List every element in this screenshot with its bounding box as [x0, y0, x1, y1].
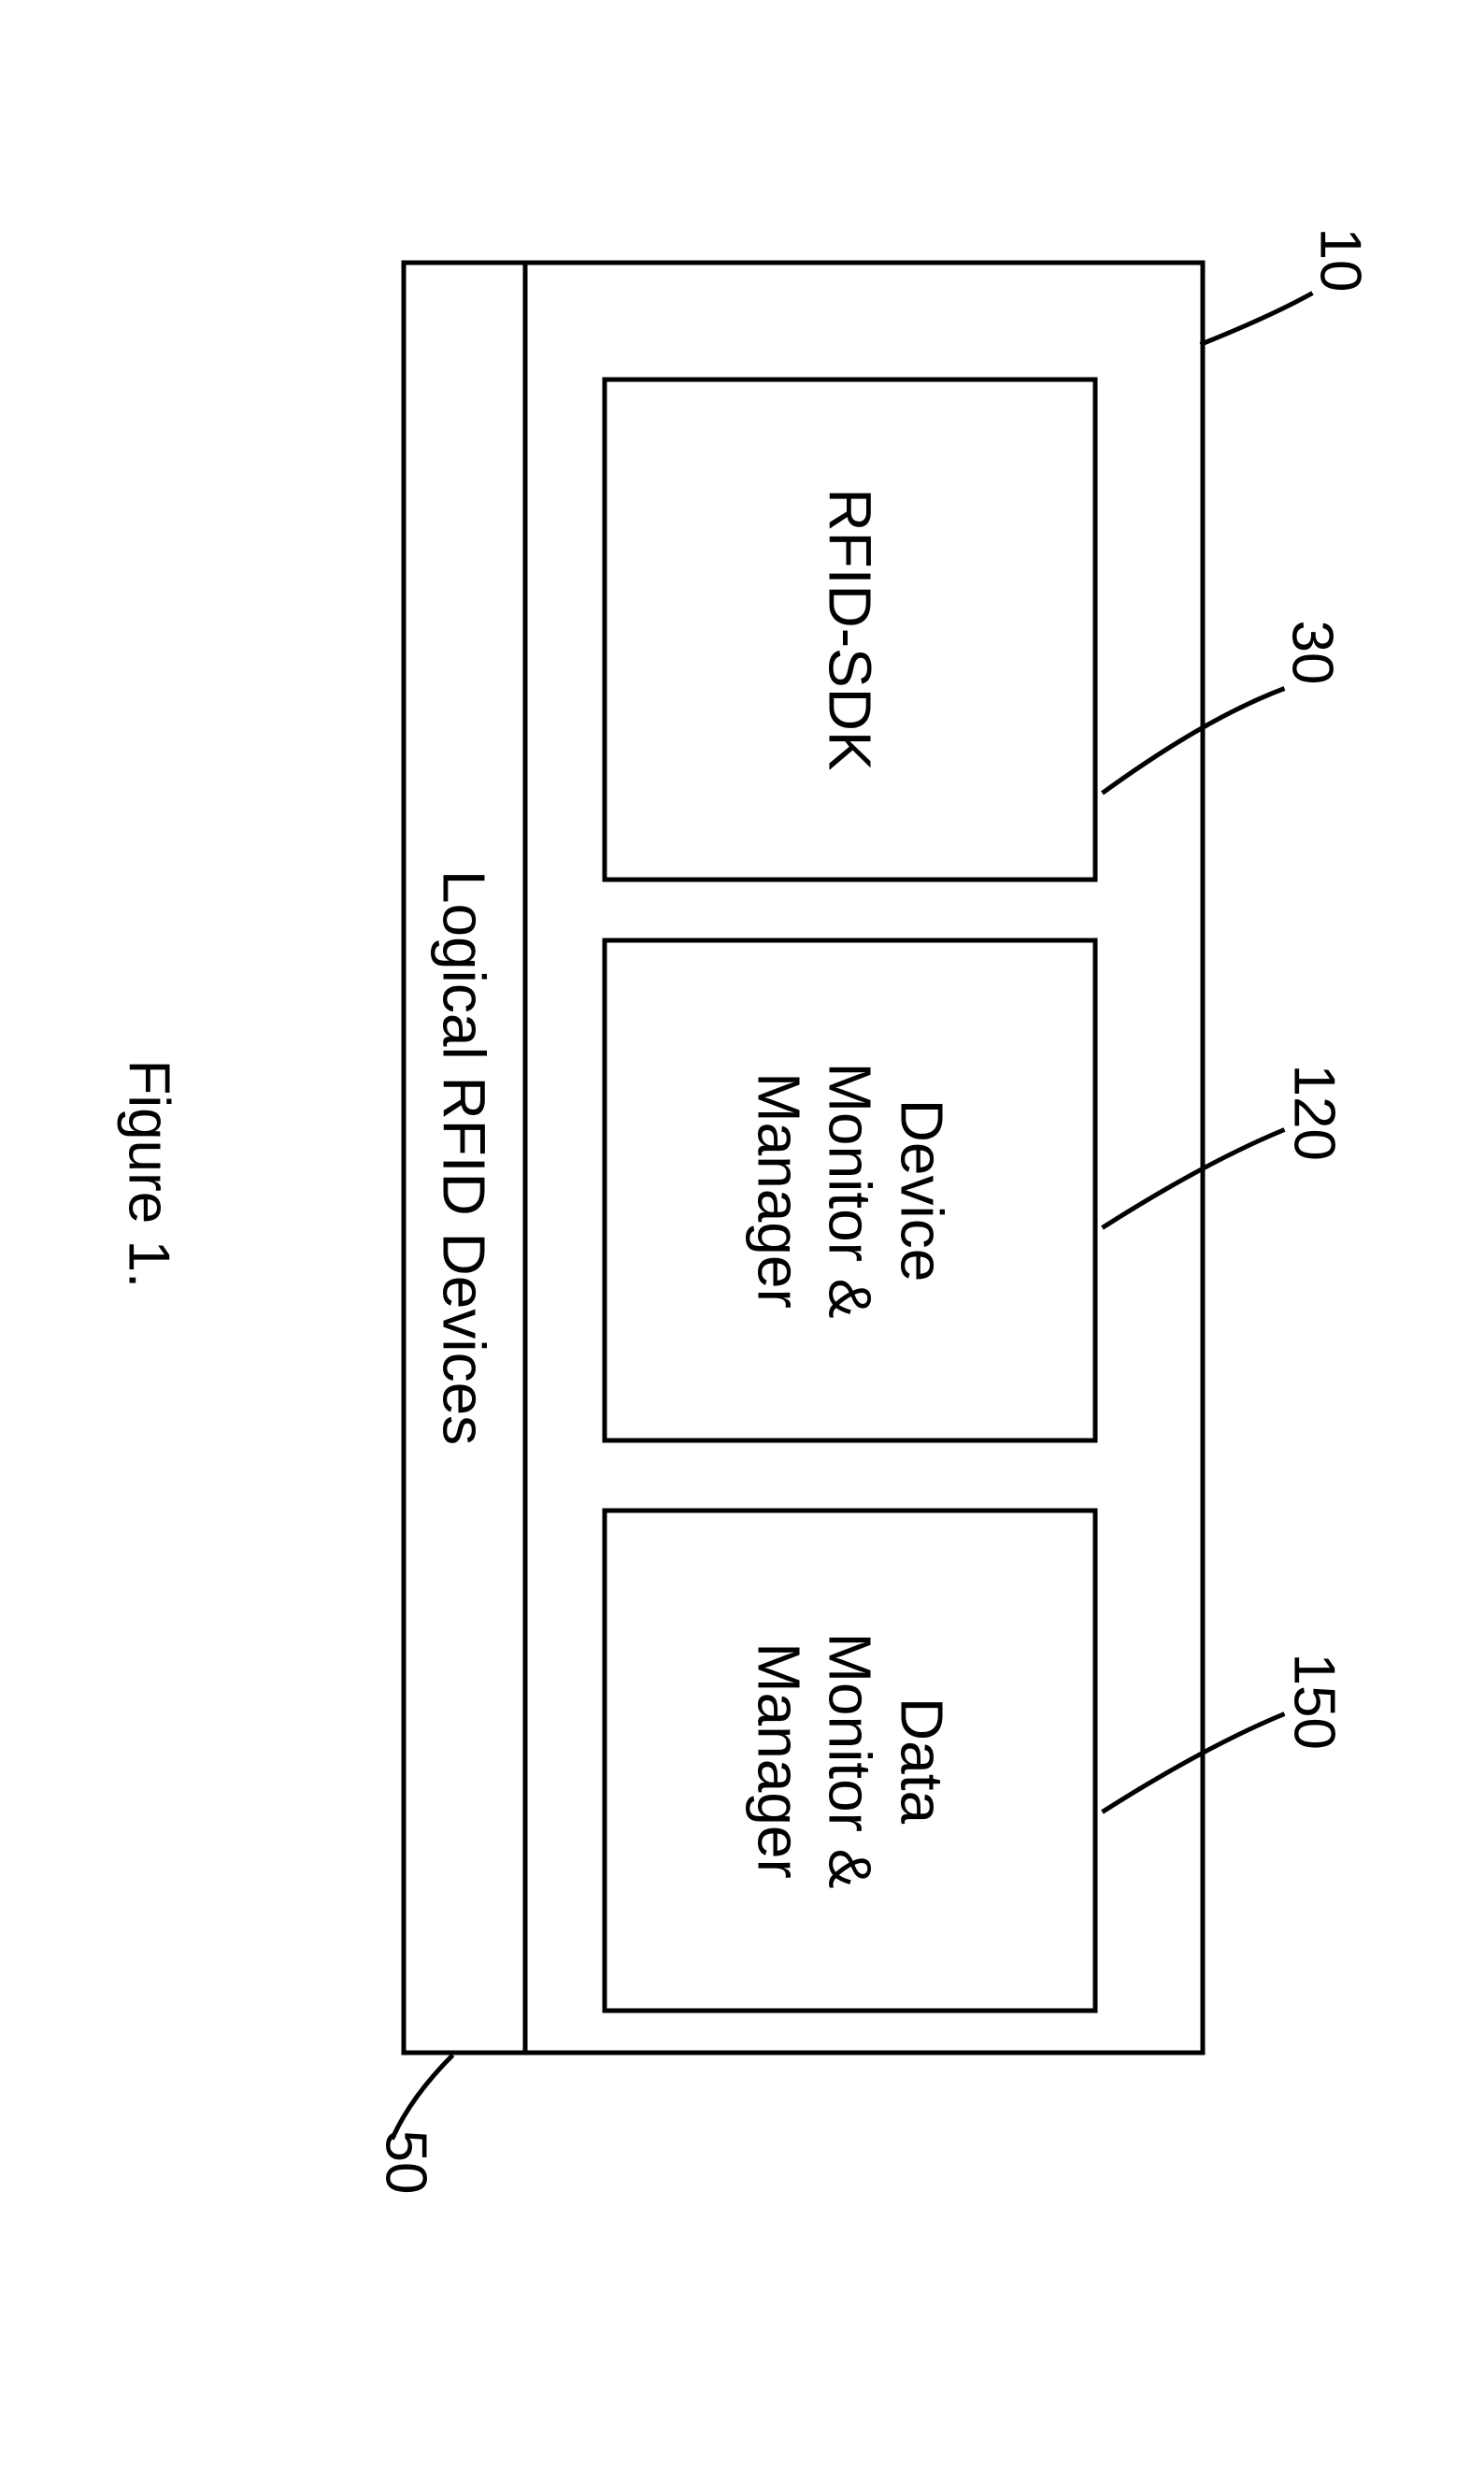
leader-line-150: [1084, 1700, 1290, 1831]
device-monitor-line3: Manager: [742, 1072, 814, 1309]
logical-rfid-devices-bar: Logical RFID Devices: [407, 265, 528, 2051]
leader-line-10: [1182, 261, 1327, 382]
data-monitor-line2: Monitor &: [814, 1633, 886, 1889]
device-monitor-box: Device Monitor & Manager: [603, 938, 1098, 1443]
leader-line-120: [1084, 1116, 1290, 1247]
label-120: 120: [1281, 1065, 1348, 1161]
figure-caption: Figure 1.: [116, 1060, 182, 1289]
data-monitor-line3: Manager: [742, 1642, 814, 1879]
rfid-sdk-label: RFID-SDK: [814, 488, 886, 770]
diagram-container: RFID-SDK Device Monitor & Manager Data M…: [2, 0, 1484, 2477]
leader-line-50: [378, 2051, 458, 2163]
data-monitor-box: Data Monitor & Manager: [603, 1509, 1098, 2013]
device-monitor-line2: Monitor &: [814, 1063, 886, 1319]
rfid-sdk-box: RFID-SDK: [603, 378, 1098, 882]
logical-rfid-devices-label: Logical RFID Devices: [430, 870, 499, 1445]
label-30: 30: [1279, 621, 1346, 685]
label-150: 150: [1281, 1654, 1348, 1750]
leader-line-30: [1084, 681, 1290, 812]
data-monitor-line1: Data: [886, 1697, 958, 1824]
device-monitor-line1: Device: [886, 1099, 958, 1282]
